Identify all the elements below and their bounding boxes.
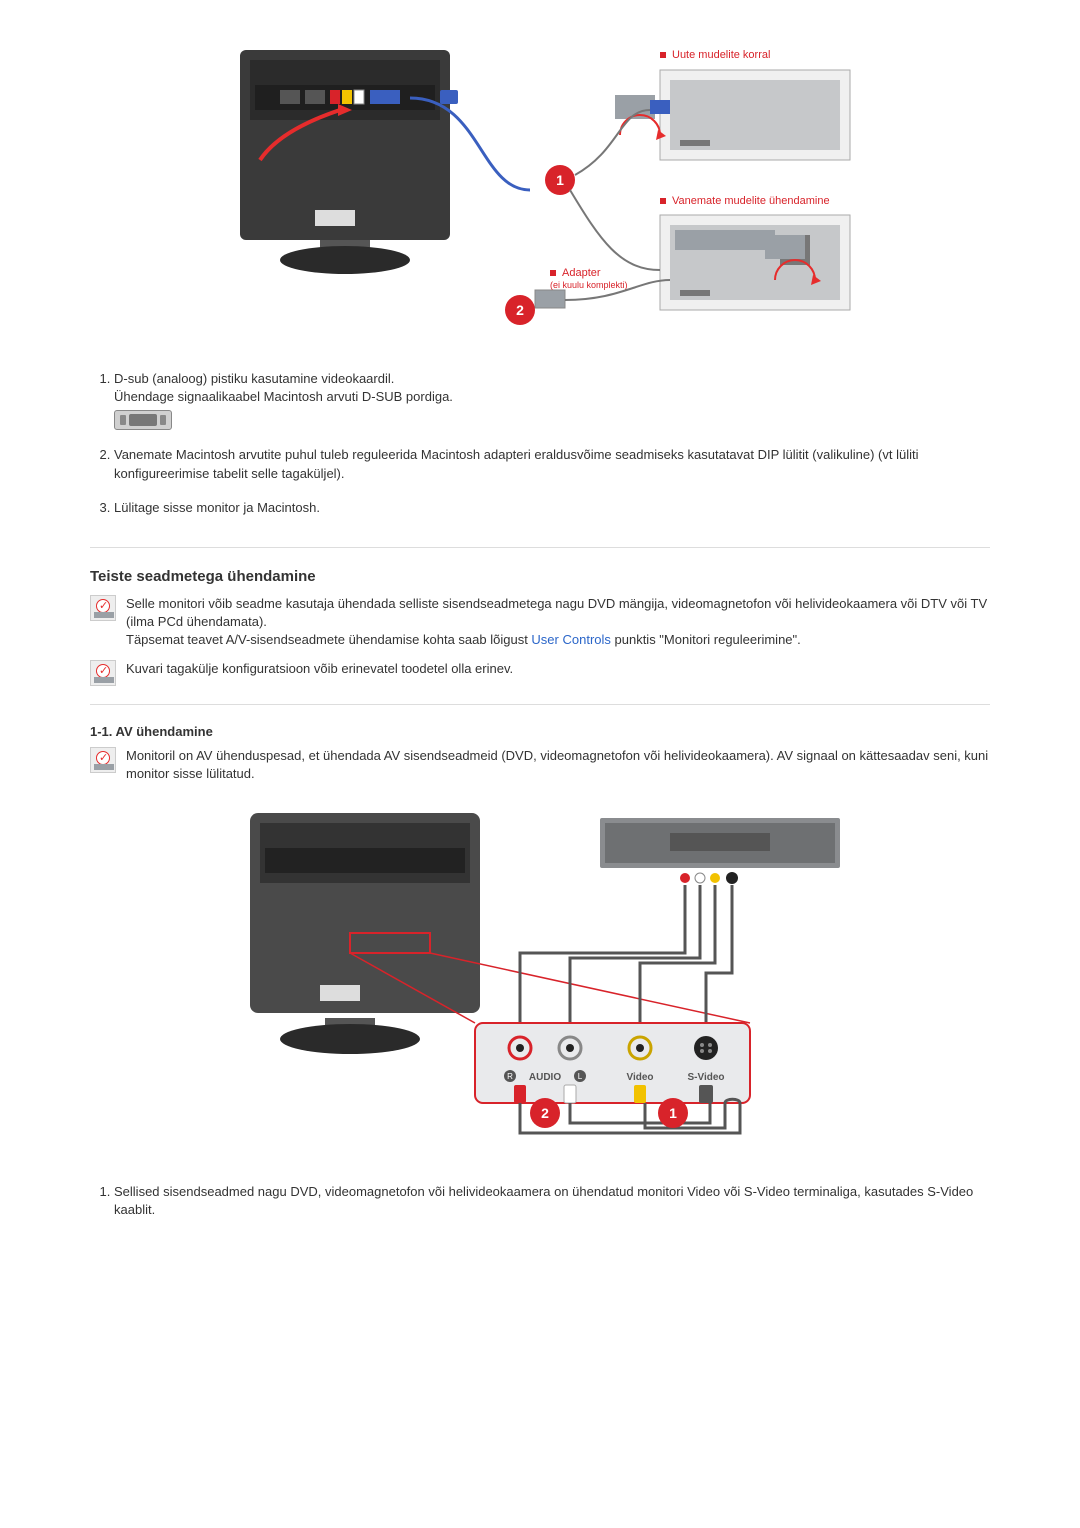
divider-1 [90, 547, 990, 548]
fig2-callout-2: 2 [541, 1105, 549, 1121]
fig1-callout-1: 1 [556, 172, 564, 188]
figure2-svg: R AUDIO L Video S-Video 2 1 [220, 793, 860, 1153]
note-3-text: Monitoril on AV ühenduspesad, et ühendad… [126, 747, 990, 783]
step-2: Vanemate Macintosh arvutite puhul tuleb … [114, 446, 990, 482]
fig1-label-adapter-sub: (ei kuulu komplekti) [550, 280, 628, 290]
divider-2 [90, 704, 990, 705]
audio-l-label: L [578, 1072, 583, 1081]
check-note-icon [90, 747, 116, 773]
dsub-connector-icon [114, 410, 172, 430]
section-other-devices-title: Teiste seadmetega ühendamine [90, 566, 990, 587]
step-1: D-sub (analoog) pistiku kasutamine video… [114, 370, 990, 430]
fig1-callout-2: 2 [516, 302, 524, 318]
check-note-icon [90, 660, 116, 686]
fig1-label-new: Uute mudelite korral [672, 49, 770, 61]
note-row-1: Selle monitori võib seadme kasutaja ühen… [90, 595, 990, 650]
audio-r-label: R [507, 1072, 513, 1081]
audio-label: AUDIO [529, 1072, 561, 1083]
svideo-label: S-Video [687, 1072, 724, 1083]
subsection-av-title: 1-1. AV ühendamine [90, 723, 990, 741]
check-note-icon [90, 595, 116, 621]
step-3: Lülitage sisse monitor ja Macintosh. [114, 499, 990, 517]
step-1-line2: Ühendage signaalikaabel Macintosh arvuti… [114, 389, 453, 404]
av-step-1: Sellised sisendseadmed nagu DVD, videoma… [114, 1183, 990, 1219]
av-steps-list: Sellised sisendseadmed nagu DVD, videoma… [90, 1183, 990, 1219]
note-row-3: Monitoril on AV ühenduspesad, et ühendad… [90, 747, 990, 783]
note-row-2: Kuvari tagakülje konfiguratsioon võib er… [90, 660, 990, 686]
fig1-label-adapter: Adapter [562, 267, 601, 279]
figure-av-connection: R AUDIO L Video S-Video 2 1 [90, 793, 990, 1153]
note-1-text: Selle monitori võib seadme kasutaja ühen… [126, 595, 990, 650]
fig2-callout-1: 1 [669, 1105, 677, 1121]
user-controls-link[interactable]: User Controls [531, 632, 610, 647]
figure1-svg: 1 Uute mudelite korral Vanemate mudelite… [220, 40, 860, 340]
macintosh-steps-list: D-sub (analoog) pistiku kasutamine video… [90, 370, 990, 517]
fig1-label-old: Vanemate mudelite ühendamine [672, 195, 830, 207]
note-2-text: Kuvari tagakülje konfiguratsioon võib er… [126, 660, 990, 678]
video-label: Video [626, 1072, 653, 1083]
figure-macintosh-connection: 1 Uute mudelite korral Vanemate mudelite… [90, 40, 990, 340]
step-1-line1: D-sub (analoog) pistiku kasutamine video… [114, 371, 394, 386]
